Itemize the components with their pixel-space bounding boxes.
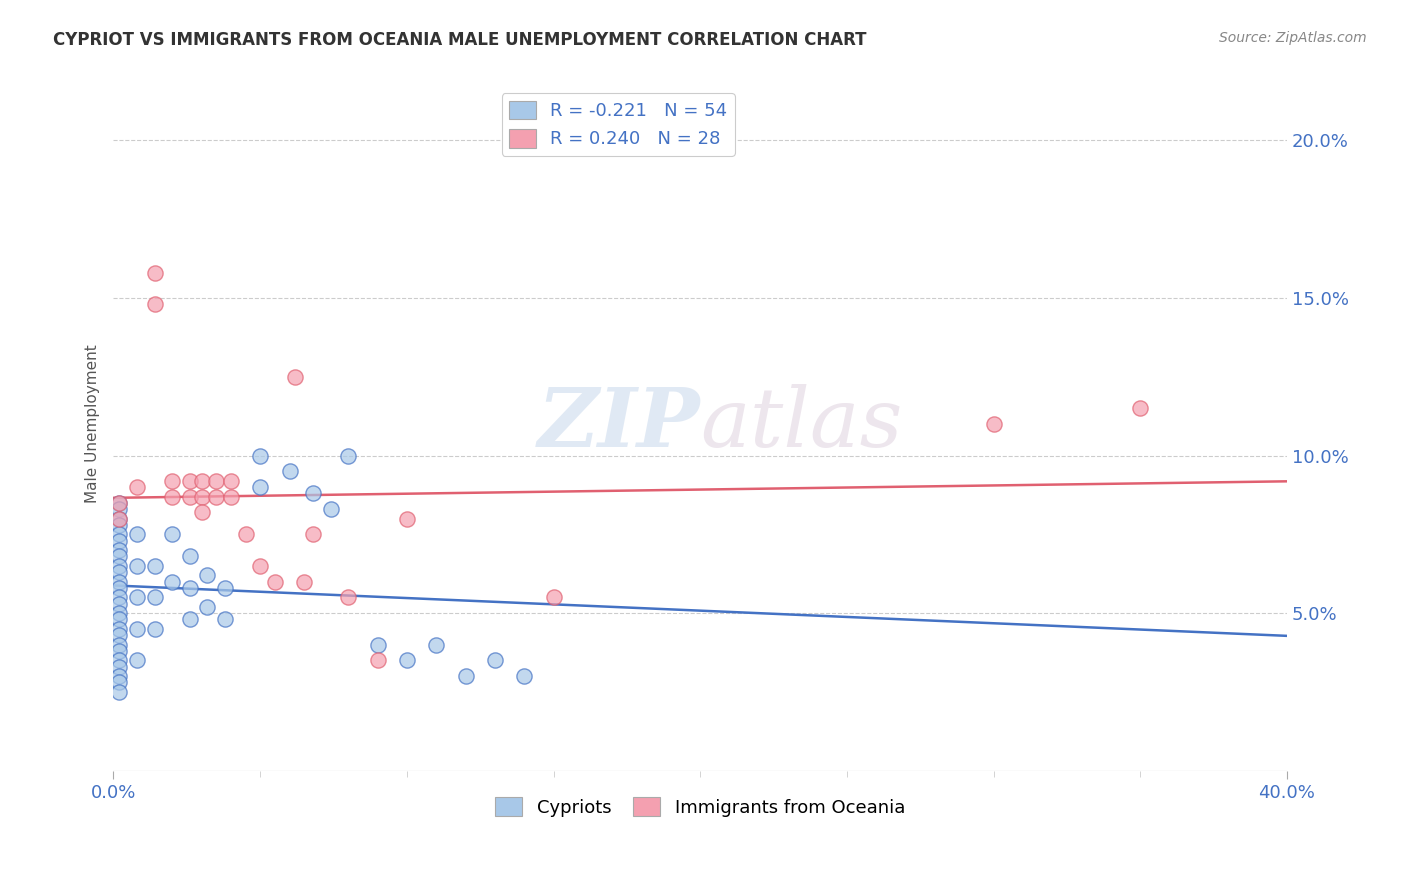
- Point: [179, 581, 201, 595]
- Text: CYPRIOT VS IMMIGRANTS FROM OCEANIA MALE UNEMPLOYMENT CORRELATION CHART: CYPRIOT VS IMMIGRANTS FROM OCEANIA MALE …: [53, 31, 868, 49]
- Point: [190, 490, 212, 504]
- Point: [179, 490, 201, 504]
- Point: [143, 591, 166, 605]
- Point: [513, 669, 536, 683]
- Point: [249, 449, 271, 463]
- Point: [292, 574, 315, 589]
- Point: [214, 581, 236, 595]
- Point: [143, 558, 166, 573]
- Point: [108, 685, 131, 699]
- Point: [108, 496, 131, 510]
- Point: [179, 474, 201, 488]
- Point: [302, 527, 325, 541]
- Point: [190, 505, 212, 519]
- Point: [367, 638, 389, 652]
- Point: [108, 644, 131, 658]
- Point: [108, 533, 131, 548]
- Point: [143, 266, 166, 280]
- Point: [179, 549, 201, 564]
- Point: [249, 558, 271, 573]
- Point: [190, 474, 212, 488]
- Point: [425, 638, 447, 652]
- Point: [108, 675, 131, 690]
- Point: [125, 591, 148, 605]
- Point: [219, 474, 242, 488]
- Point: [195, 599, 218, 614]
- Point: [143, 622, 166, 636]
- Point: [108, 549, 131, 564]
- Point: [108, 511, 131, 525]
- Point: [454, 669, 477, 683]
- Point: [395, 511, 418, 525]
- Point: [337, 449, 360, 463]
- Point: [108, 511, 131, 525]
- Point: [205, 474, 228, 488]
- Point: [367, 653, 389, 667]
- Point: [108, 558, 131, 573]
- Point: [278, 464, 301, 478]
- Y-axis label: Male Unemployment: Male Unemployment: [86, 344, 100, 503]
- Point: [214, 612, 236, 626]
- Point: [108, 653, 131, 667]
- Point: [108, 581, 131, 595]
- Point: [108, 622, 131, 636]
- Point: [205, 490, 228, 504]
- Point: [484, 653, 506, 667]
- Text: ZIP: ZIP: [537, 384, 700, 464]
- Point: [983, 417, 1005, 431]
- Point: [108, 496, 131, 510]
- Point: [125, 480, 148, 494]
- Point: [108, 543, 131, 558]
- Point: [249, 480, 271, 494]
- Point: [1129, 401, 1152, 416]
- Point: [160, 574, 183, 589]
- Point: [108, 612, 131, 626]
- Point: [235, 527, 257, 541]
- Point: [395, 653, 418, 667]
- Point: [263, 574, 285, 589]
- Point: [284, 369, 307, 384]
- Point: [143, 297, 166, 311]
- Point: [160, 474, 183, 488]
- Point: [108, 628, 131, 642]
- Point: [108, 638, 131, 652]
- Text: atlas: atlas: [700, 384, 903, 464]
- Point: [302, 486, 325, 500]
- Point: [108, 606, 131, 620]
- Point: [108, 597, 131, 611]
- Point: [108, 591, 131, 605]
- Point: [108, 574, 131, 589]
- Point: [125, 558, 148, 573]
- Point: [125, 527, 148, 541]
- Point: [125, 653, 148, 667]
- Point: [108, 517, 131, 532]
- Legend: Cypriots, Immigrants from Oceania: Cypriots, Immigrants from Oceania: [488, 790, 912, 824]
- Point: [108, 565, 131, 579]
- Point: [337, 591, 360, 605]
- Point: [125, 622, 148, 636]
- Point: [108, 527, 131, 541]
- Point: [319, 502, 342, 516]
- Point: [108, 659, 131, 673]
- Point: [219, 490, 242, 504]
- Point: [108, 502, 131, 516]
- Point: [160, 490, 183, 504]
- Point: [195, 568, 218, 582]
- Text: Source: ZipAtlas.com: Source: ZipAtlas.com: [1219, 31, 1367, 45]
- Point: [108, 669, 131, 683]
- Point: [160, 527, 183, 541]
- Point: [179, 612, 201, 626]
- Point: [543, 591, 565, 605]
